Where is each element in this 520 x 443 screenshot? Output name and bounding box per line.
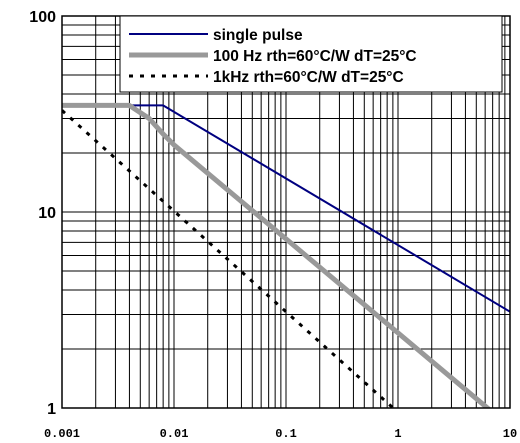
legend-label-1: single pulse	[213, 27, 303, 44]
legend-label-2: 100 Hz rth=60°C/W dT=25°C	[213, 48, 417, 65]
legend-label-3: 1kHz rth=60°C/W dT=25°C	[213, 69, 404, 86]
y-tick-label: 10	[38, 205, 56, 222]
series-line-2	[62, 102, 492, 408]
tick-labels: 0.001 0.01 0.1 1 10 1 10 100	[29, 9, 517, 441]
series-line-3	[62, 109, 396, 408]
x-tick-label: 0.1	[275, 427, 297, 441]
x-tick-label: 1	[394, 427, 401, 441]
x-tick-label: 0.01	[160, 427, 189, 441]
legend: single pulse 100 Hz rth=60°C/W dT=25°C 1kH…	[119, 15, 503, 93]
y-tick-label: 1	[47, 401, 56, 418]
series-layer	[62, 102, 510, 408]
x-tick-label: 0.001	[44, 427, 80, 441]
x-tick-label: 10	[503, 427, 517, 441]
y-tick-label: 100	[29, 9, 56, 26]
